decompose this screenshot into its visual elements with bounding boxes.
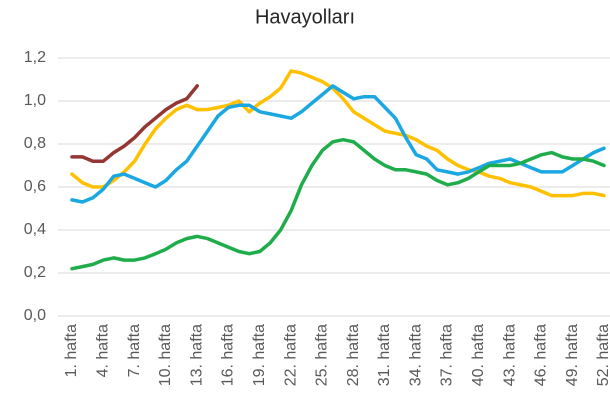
y-tick-label: 0,0 [24, 307, 46, 324]
x-tick-label: 19. hafta [251, 324, 268, 386]
y-tick-label: 1,0 [24, 92, 46, 109]
x-tick-label: 22. hafta [282, 324, 299, 386]
x-tick-label: 4. hafta [95, 324, 112, 377]
series-line [70, 137, 606, 271]
series-line [70, 69, 606, 198]
x-tick-label: 34. hafta [407, 324, 424, 386]
y-tick-label: 0,8 [24, 135, 46, 152]
x-tick-label: 40. hafta [470, 324, 487, 386]
series-line [70, 84, 199, 163]
y-tick-label: 1,2 [24, 49, 46, 66]
x-tick-label: 37. hafta [439, 324, 456, 386]
y-tick-label: 0,4 [24, 221, 46, 238]
y-tick-label: 0,6 [24, 178, 46, 195]
x-tick-label: 1. hafta [63, 324, 80, 377]
chart-title: Havayolları [255, 6, 355, 28]
x-tick-label: 43. hafta [501, 324, 518, 386]
x-tick-label: 52. hafta [595, 324, 610, 386]
y-tick-label: 0,2 [24, 264, 46, 281]
x-tick-label: 49. hafta [564, 324, 581, 386]
x-tick-label: 28. hafta [345, 324, 362, 386]
x-tick-label: 7. hafta [126, 324, 143, 377]
x-tick-label: 10. hafta [157, 324, 174, 386]
x-tick-label: 25. hafta [314, 324, 331, 386]
x-tick-label: 16. hafta [220, 324, 237, 386]
x-tick-label: 31. hafta [376, 324, 393, 386]
x-tick-label: 13. hafta [188, 324, 205, 386]
x-tick-label: 46. hafta [533, 324, 550, 386]
series-line [70, 84, 606, 204]
